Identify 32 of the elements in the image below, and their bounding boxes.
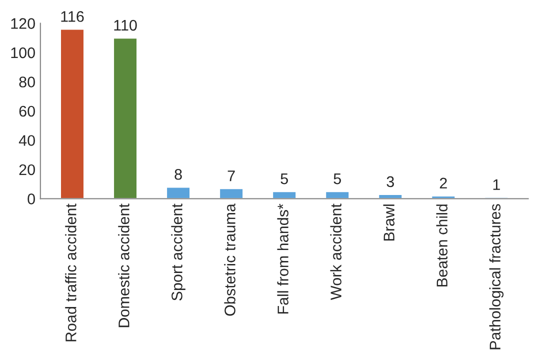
data-label: 5 [334,174,341,184]
data-label: 2 [440,178,447,188]
bar [272,190,297,199]
x-tick-label: Domestic accident [118,204,130,328]
x-tick-label: Sport accident [171,204,186,301]
data-label: 7 [228,170,235,182]
bar [324,190,350,199]
x-tick-label: Brawl [383,204,394,240]
y-tick-label: 20 [19,164,35,176]
bar [166,186,191,199]
x-tick-label: Fall from hands* [277,204,288,314]
bar [60,28,85,199]
x-tick-label: Pathological fractures [489,204,504,350]
bar [378,194,403,199]
y-tick-label: 80 [19,76,35,88]
x-tick-label: Road traffic accident [65,204,76,342]
y-tick-label: 100 [11,47,35,58]
bar [218,188,244,199]
data-label: 1 [493,179,500,190]
bar [112,37,138,199]
data-label: 3 [386,176,394,188]
x-tick-label: Obstetric trauma [224,204,236,316]
y-tick-label: 120 [11,18,35,29]
y-tick-label: 0 [28,194,35,204]
y-tick-label: 40 [18,135,35,146]
data-label: 116 [61,11,84,22]
x-tick-label: Beaten child [436,204,448,286]
x-tick-label: Work accident [330,204,342,300]
data-label: 110 [114,20,137,31]
data-label: 8 [174,168,182,180]
y-tick-label: 60 [19,106,35,117]
data-label: 5 [280,174,288,184]
